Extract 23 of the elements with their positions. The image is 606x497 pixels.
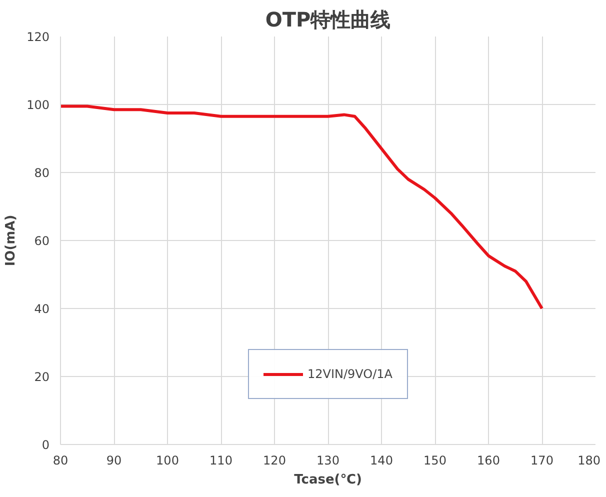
y-tick-label: 0: [42, 438, 50, 452]
y-tick-label: 20: [34, 370, 50, 384]
x-tick-label: 100: [156, 454, 179, 468]
x-tick-label: 140: [370, 454, 393, 468]
x-tick-label: 110: [210, 454, 232, 468]
x-tick-label: 170: [530, 454, 554, 468]
y-axis-title: IO(mA): [4, 214, 19, 266]
line-series: [60, 104, 544, 310]
y-tick-label: 80: [34, 166, 50, 180]
x-tick-label: 130: [316, 454, 340, 468]
x-axis-title: Tcase(℃): [294, 472, 362, 488]
y-tick-label: 120: [26, 30, 50, 44]
x-tick-label: 90: [106, 454, 122, 468]
y-tick-label: 60: [34, 234, 50, 248]
y-tick-label: 100: [26, 98, 50, 112]
y-tick-label: 40: [34, 302, 50, 316]
legend-label: 12VIN/9VO/1A: [307, 367, 393, 381]
x-tick-label: 80: [52, 454, 68, 468]
x-tick-label: 180: [578, 454, 600, 468]
x-tick-label: 120: [263, 454, 286, 468]
chart-title: OTP特性曲线: [265, 8, 391, 32]
x-tick-label: 160: [477, 454, 500, 468]
x-tick-label: 150: [424, 454, 446, 468]
